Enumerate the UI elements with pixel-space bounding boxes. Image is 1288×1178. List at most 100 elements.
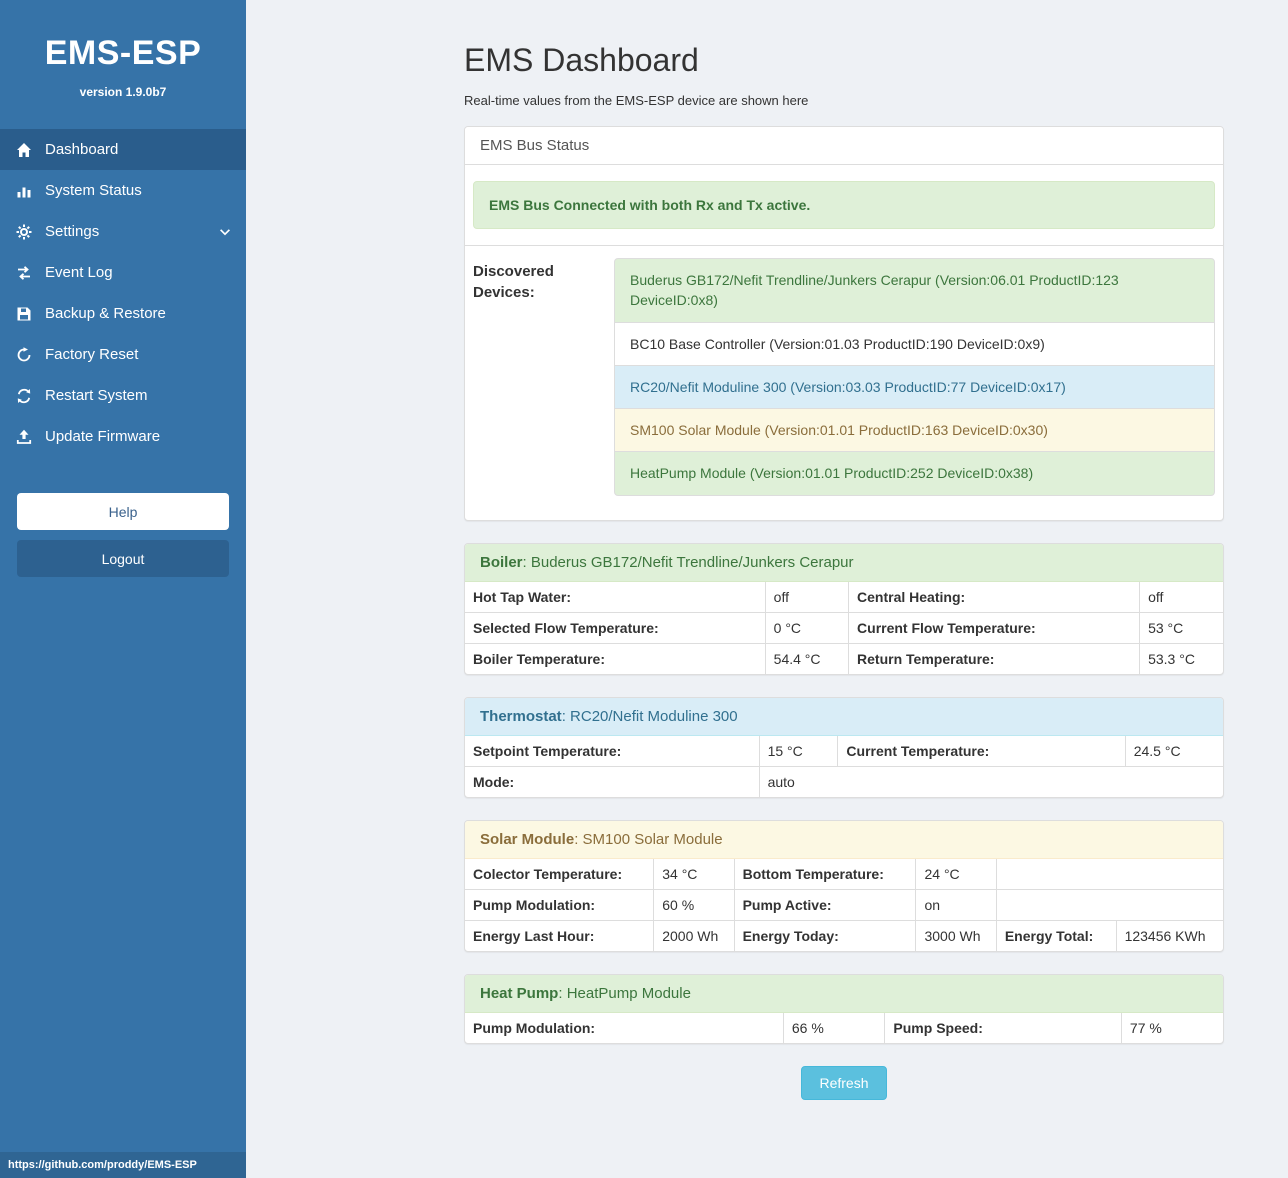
refresh-row: Refresh — [464, 1065, 1224, 1140]
table-row: Selected Flow Temperature: 0 °C Current … — [464, 611, 1224, 644]
boiler-header-title: Boiler — [480, 553, 523, 571]
brand: EMS-ESP version 1.9.0b7 — [0, 0, 246, 99]
cell-label: Energy Total: — [995, 919, 1117, 952]
bus-status-alert: EMS Bus Connected with both Rx and Tx ac… — [473, 181, 1215, 229]
cell-value: 53 °C — [1139, 611, 1224, 644]
swap-arrows-icon — [16, 265, 32, 281]
device-item-boiler: Buderus GB172/Nefit Trendline/Junkers Ce… — [614, 258, 1215, 323]
page-subtitle: Real-time values from the EMS-ESP device… — [464, 93, 809, 108]
chevron-down-icon — [218, 225, 232, 239]
device-item-heatpump: HeatPump Module (Version:01.01 ProductID… — [614, 451, 1215, 496]
device-item-solar: SM100 Solar Module (Version:01.01 Produc… — [614, 408, 1215, 453]
cell-empty — [995, 858, 1224, 890]
solar-header: Solar Module: SM100 Solar Module — [465, 820, 1223, 859]
heatpump-table: Pump Modulation: 66 % Pump Speed: 77 % — [464, 1012, 1224, 1044]
discovered-devices-label: Discovered Devices: — [473, 263, 554, 301]
nav-label: Settings — [45, 223, 100, 240]
boiler-panel: Boiler: Buderus GB172/Nefit Trendline/Ju… — [464, 542, 1224, 675]
cell-value: 60 % — [653, 888, 735, 921]
thermostat-panel: Thermostat: RC20/Nefit Moduline 300 Setp… — [464, 696, 1224, 798]
restart-arrows-icon — [16, 388, 32, 404]
cell-value: 53.3 °C — [1139, 642, 1224, 675]
sidebar-item-settings[interactable]: Settings — [0, 211, 246, 252]
discovered-devices-row: Discovered Devices: Buderus GB172/Nefit … — [465, 245, 1223, 512]
app-title: EMS-ESP — [44, 34, 202, 72]
cell-value: 54.4 °C — [764, 642, 850, 675]
sidebar-item-event-log[interactable]: Event Log — [0, 252, 246, 293]
bus-status-panel: EMS Bus Status EMS Bus Connected with bo… — [464, 126, 1224, 521]
solar-panel: Solar Module: SM100 Solar Module Colecto… — [464, 819, 1224, 952]
cell-label: Mode: — [464, 765, 760, 798]
table-row: Pump Modulation: 60 % Pump Active: on — [464, 888, 1224, 921]
cell-value: 66 % — [782, 1012, 886, 1044]
solar-header-title: Solar Module — [480, 830, 575, 848]
cell-value: off — [764, 581, 850, 613]
sidebar-item-update-firmware[interactable]: Update Firmware — [0, 416, 246, 457]
table-row: Setpoint Temperature: 15 °C Current Temp… — [464, 735, 1224, 767]
boiler-header-device: : Buderus GB172/Nefit Trendline/Junkers … — [522, 553, 854, 571]
cell-value: 0 °C — [764, 611, 850, 644]
cell-label: Energy Last Hour: — [464, 919, 655, 952]
device-item-thermostat: RC20/Nefit Moduline 300 (Version:03.03 P… — [614, 364, 1215, 410]
refresh-button[interactable]: Refresh — [801, 1065, 887, 1100]
cell-value: off — [1139, 581, 1224, 613]
main-content: EMS Dashboard Real-time values from the … — [464, 0, 1224, 1178]
github-link[interactable]: https://github.com/proddy/EMS-ESP — [0, 1152, 246, 1178]
bus-status-header: EMS Bus Status — [465, 127, 1223, 165]
help-button[interactable]: Help — [17, 493, 229, 530]
cell-value: 123456 KWh — [1115, 919, 1224, 952]
thermostat-header: Thermostat: RC20/Nefit Moduline 300 — [465, 697, 1223, 736]
nav-label: Factory Reset — [45, 346, 139, 363]
cell-label: Central Heating: — [848, 581, 1141, 613]
solar-table: Colector Temperature: 34 °C Bottom Tempe… — [464, 858, 1224, 952]
cell-value: auto — [758, 765, 1224, 798]
cell-label: Pump Modulation: — [464, 888, 655, 921]
nav-label: Update Firmware — [45, 428, 161, 445]
table-row: Boiler Temperature: 54.4 °C Return Tempe… — [464, 642, 1224, 675]
thermostat-table: Setpoint Temperature: 15 °C Current Temp… — [464, 735, 1224, 798]
home-icon — [16, 142, 32, 158]
cell-label: Bottom Temperature: — [733, 858, 917, 890]
cell-label: Pump Speed: — [884, 1012, 1122, 1044]
nav-label: Backup & Restore — [45, 305, 166, 322]
sidebar-nav: Dashboard System Status Settings — [0, 129, 246, 457]
sidebar-item-system-status[interactable]: System Status — [0, 170, 246, 211]
page-title: EMS Dashboard — [464, 42, 699, 78]
table-row: Pump Modulation: 66 % Pump Speed: 77 % — [464, 1012, 1224, 1044]
sidebar-item-dashboard[interactable]: Dashboard — [0, 129, 246, 170]
table-row: Hot Tap Water: off Central Heating: off — [464, 581, 1224, 613]
boiler-header: Boiler: Buderus GB172/Nefit Trendline/Ju… — [465, 543, 1223, 582]
device-list: Buderus GB172/Nefit Trendline/Junkers Ce… — [614, 258, 1215, 496]
cell-value: 15 °C — [758, 735, 839, 767]
cell-label: Hot Tap Water: — [464, 581, 766, 613]
cell-value: 2000 Wh — [653, 919, 735, 952]
cell-label: Colector Temperature: — [464, 858, 655, 890]
nav-label: Event Log — [45, 264, 113, 281]
floppy-icon — [16, 306, 32, 322]
cell-empty — [995, 888, 1224, 921]
bar-chart-icon — [16, 183, 32, 199]
nav-label: System Status — [45, 182, 142, 199]
cell-label: Pump Active: — [733, 888, 917, 921]
cell-value: 24.5 °C — [1124, 735, 1224, 767]
sidebar-item-backup-restore[interactable]: Backup & Restore — [0, 293, 246, 334]
app-version: version 1.9.0b7 — [79, 85, 167, 99]
table-row: Energy Last Hour: 2000 Wh Energy Today: … — [464, 919, 1224, 952]
sidebar-item-restart-system[interactable]: Restart System — [0, 375, 246, 416]
device-item-controller: BC10 Base Controller (Version:01.03 Prod… — [614, 321, 1215, 366]
cell-value: 34 °C — [653, 858, 735, 890]
reset-arrow-icon — [16, 346, 32, 363]
sidebar-buttons: Help Logout — [0, 493, 246, 577]
heatpump-header-title: Heat Pump — [480, 984, 559, 1002]
cell-label: Return Temperature: — [848, 642, 1141, 675]
cell-value: 3000 Wh — [915, 919, 997, 952]
cell-value: on — [915, 888, 997, 921]
boiler-table: Hot Tap Water: off Central Heating: off … — [464, 581, 1224, 675]
cell-label: Current Flow Temperature: — [848, 611, 1141, 644]
logout-button[interactable]: Logout — [17, 540, 229, 577]
cell-label: Current Temperature: — [837, 735, 1126, 767]
sidebar-item-factory-reset[interactable]: Factory Reset — [0, 334, 246, 375]
nav-label: Dashboard — [45, 141, 119, 158]
heatpump-header-device: : HeatPump Module — [558, 984, 691, 1002]
cell-value: 77 % — [1120, 1012, 1224, 1044]
